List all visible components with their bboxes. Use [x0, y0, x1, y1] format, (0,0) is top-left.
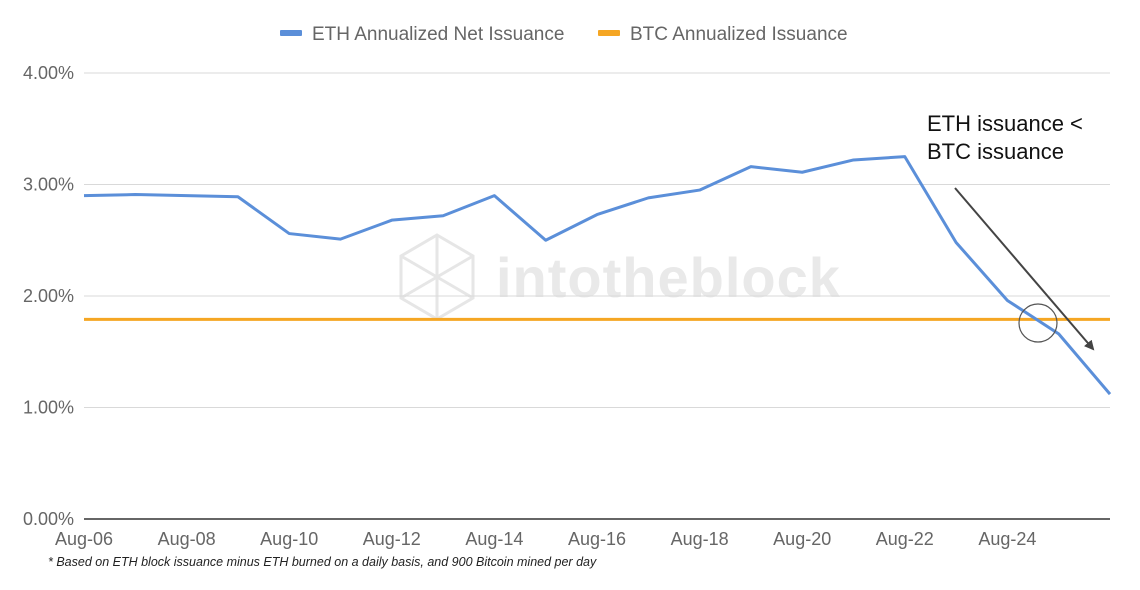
y-tick-label: 3.00% [23, 175, 74, 195]
series-line-eth[interactable] [83, 155, 1112, 396]
y-tick-label: 2.00% [23, 286, 74, 306]
x-tick-label: Aug-08 [158, 529, 216, 549]
y-tick-label: 0.00% [23, 509, 74, 529]
legend-label-btc: BTC Annualized Issuance [630, 24, 848, 45]
watermark: intotheblock [399, 233, 841, 321]
annotation-line-2: BTC issuance [927, 139, 1064, 164]
x-tick-label: Aug-06 [55, 529, 113, 549]
footnote: * Based on ETH block issuance minus ETH … [48, 555, 597, 569]
legend-swatch-eth [280, 30, 302, 36]
x-tick-label: Aug-14 [465, 529, 523, 549]
legend-swatch-btc [598, 30, 620, 36]
annotation: ETH issuance < BTC issuance [927, 111, 1095, 351]
watermark-logo-icon [399, 233, 475, 321]
legend-item-btc[interactable]: BTC Annualized Issuance [598, 24, 848, 45]
legend: ETH Annualized Net Issuance BTC Annualiz… [280, 24, 848, 45]
crossover-circle [1018, 303, 1058, 343]
y-axis-ticks: 0.00% 1.00% 2.00% 3.00% 4.00% [23, 63, 74, 529]
x-tick-label: Aug-16 [568, 529, 626, 549]
x-tick-label: Aug-10 [260, 529, 318, 549]
y-tick-label: 4.00% [23, 63, 74, 83]
gridlines [84, 72, 1110, 520]
x-tick-label: Aug-12 [363, 529, 421, 549]
x-tick-label: Aug-18 [671, 529, 729, 549]
x-tick-label: Aug-20 [773, 529, 831, 549]
series-layer [83, 155, 1112, 396]
legend-label-eth: ETH Annualized Net Issuance [312, 24, 564, 45]
y-tick-label: 1.00% [23, 398, 74, 418]
x-axis-ticks: Aug-06 Aug-08 Aug-10 Aug-12 Aug-14 Aug-16 Aug-… [55, 529, 1036, 549]
legend-item-eth[interactable]: ETH Annualized Net Issuance [280, 24, 564, 45]
watermark-text: intotheblock [496, 246, 841, 309]
x-tick-label: Aug-24 [978, 529, 1036, 549]
annotation-arrow [954, 187, 1095, 351]
x-tick-label: Aug-22 [876, 529, 934, 549]
annotation-line-1: ETH issuance < [927, 111, 1083, 136]
